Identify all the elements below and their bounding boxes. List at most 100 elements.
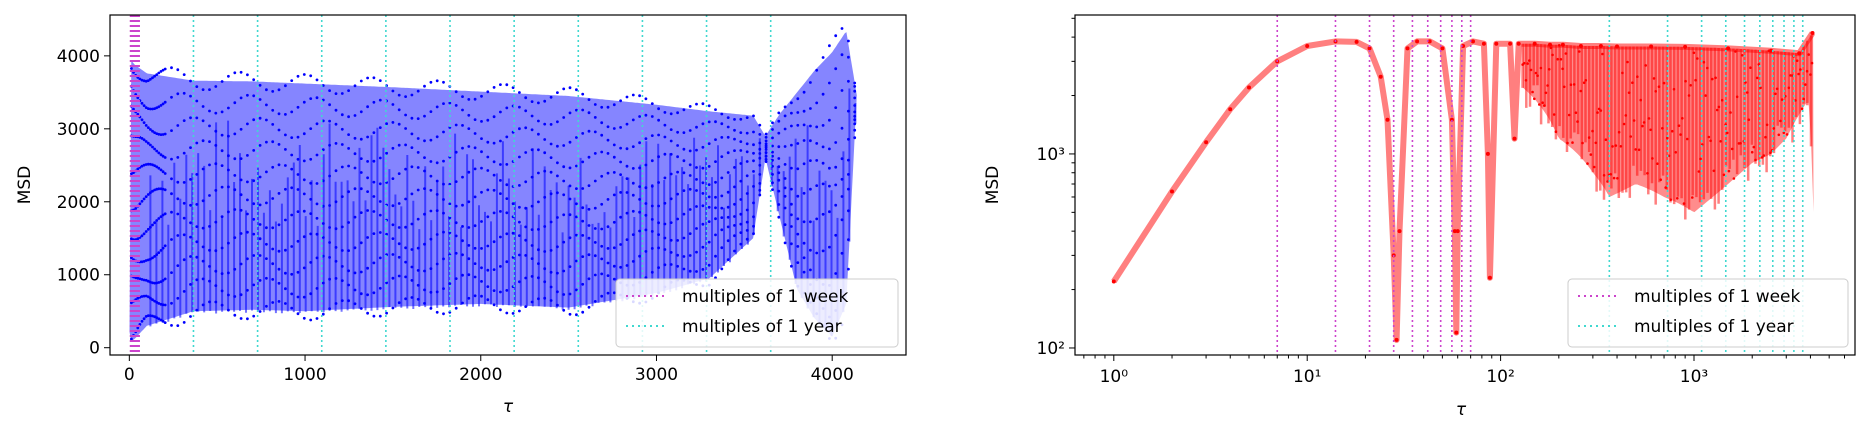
right-series-point (1541, 101, 1544, 104)
left-series-point (739, 242, 743, 246)
left-series-point (524, 180, 528, 184)
right-series-point (1516, 41, 1521, 46)
left-series-point (442, 211, 445, 215)
left-series-point (227, 134, 230, 138)
left-series-point (505, 135, 509, 139)
right-series-point (1679, 133, 1682, 136)
left-series-point (340, 92, 344, 95)
left-series-point (556, 271, 559, 275)
left-series-point (530, 175, 534, 179)
left-series-point (518, 184, 521, 187)
left-series-point (290, 213, 294, 217)
left-series-point (271, 197, 275, 200)
left-series-point (155, 281, 159, 285)
left-series-point (385, 281, 388, 285)
left-series-point (416, 117, 420, 120)
left-series-point (220, 149, 224, 153)
left-series-point (328, 143, 331, 147)
left-series-point (682, 255, 686, 258)
left-series-point (182, 151, 186, 155)
left-series-point (739, 131, 743, 135)
left-series-point (669, 197, 673, 201)
left-series-point (265, 88, 268, 92)
right-series-point (1564, 52, 1568, 55)
left-series-point (612, 264, 616, 268)
left-series-point (853, 85, 857, 88)
right-series-point (1735, 95, 1739, 99)
right-series-point (1637, 148, 1641, 152)
left-series-point (809, 248, 812, 252)
left-series-point (239, 208, 243, 212)
left-series-point (593, 206, 597, 210)
left-series-point (144, 230, 148, 233)
left-series-point (328, 241, 331, 244)
right-series-point (1676, 197, 1679, 200)
right-series-point (1508, 41, 1513, 46)
left-series-point (321, 148, 325, 152)
left-series-point (309, 157, 313, 161)
left-series-point (233, 295, 237, 298)
left-series-point (328, 174, 331, 178)
left-series-point (847, 158, 850, 162)
left-series-point (587, 207, 591, 211)
left-series-point (802, 90, 806, 94)
left-series-point (669, 263, 673, 266)
left-series-point (258, 279, 262, 282)
left-series-point (265, 304, 268, 308)
left-series-point (650, 115, 654, 118)
left-series-point (733, 249, 736, 253)
left-series-point (467, 244, 471, 247)
left-series-point (140, 199, 144, 203)
left-series-point (315, 78, 319, 82)
left-series-point (397, 242, 401, 246)
left-series-point (638, 198, 641, 201)
left-series-point (163, 212, 167, 216)
right-series-point (1587, 136, 1591, 139)
left-series-point (815, 142, 819, 145)
left-series-point (353, 114, 357, 117)
left-series-point (321, 119, 325, 123)
left-series-point (163, 67, 167, 71)
right-series-point (1455, 229, 1460, 234)
left-series-point (480, 150, 483, 154)
right-series-point (1725, 131, 1729, 135)
right-series-point (1782, 131, 1786, 135)
left-series-point (208, 194, 211, 197)
right-x-tick-label: 10⁰ (1100, 367, 1129, 387)
left-series-point (606, 225, 610, 229)
left-series-point (140, 260, 144, 264)
left-series-point (448, 202, 452, 206)
left-series-point (146, 107, 150, 110)
left-series-point (714, 195, 717, 199)
left-series-point (676, 170, 679, 174)
right-series-point (1534, 71, 1538, 75)
left-series-point (454, 90, 458, 94)
right-series-point (1717, 105, 1721, 109)
left-series-point (524, 254, 528, 257)
left-series-point (246, 198, 249, 202)
left-series-point (777, 111, 781, 115)
right-series-point (1800, 107, 1804, 111)
left-series-point (378, 286, 382, 290)
left-series-point (524, 109, 528, 113)
right-series-point (1642, 121, 1646, 124)
right-series-point (1745, 91, 1749, 94)
left-series-point (378, 156, 382, 160)
left-series-point (163, 303, 167, 307)
left-series-point (144, 278, 148, 282)
left-series-point (467, 200, 471, 204)
left-series-point (227, 271, 230, 275)
left-series-point (486, 268, 490, 272)
right-x-axis-label: τ (1456, 400, 1467, 420)
right-series-point (1810, 31, 1815, 35)
left-series-point (239, 262, 243, 266)
left-series-point (796, 217, 800, 221)
left-series-point (771, 128, 774, 131)
left-series-point (416, 283, 420, 287)
left-series-point (612, 246, 616, 250)
left-series-point (136, 167, 140, 171)
left-series-point (492, 240, 496, 244)
left-series-point (416, 246, 420, 250)
left-series-point (657, 107, 660, 111)
left-series-point (739, 198, 743, 201)
